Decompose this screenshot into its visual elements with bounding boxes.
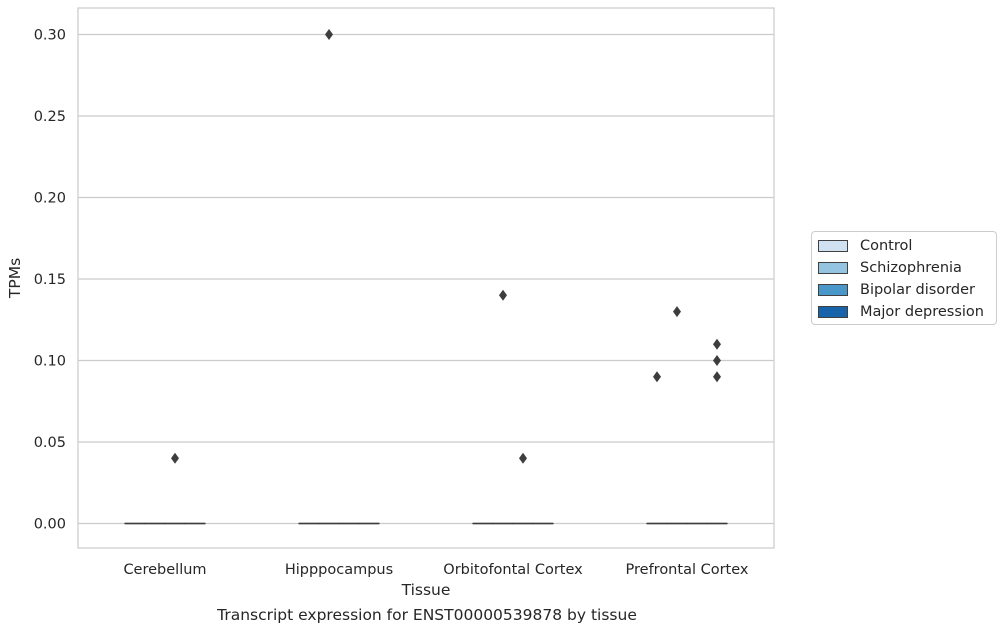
x-axis-label: Tissue xyxy=(401,581,451,599)
legend-item-bipolar-disorder: Bipolar disorder xyxy=(818,280,975,300)
outlier-point xyxy=(325,29,333,40)
legend-label-control: Control xyxy=(860,238,913,254)
plot-frame xyxy=(77,7,775,549)
legend-swatch-bipolar-disorder xyxy=(818,284,848,296)
outlier-point xyxy=(499,289,507,301)
y-tick-label: 0.15 xyxy=(34,272,66,288)
y-tick-label: 0.10 xyxy=(34,354,66,370)
y-tick-label: 0.30 xyxy=(34,28,66,44)
outlier-point xyxy=(713,338,721,350)
x-tick-label: Hipppocampus xyxy=(285,562,393,578)
x-tick-label: Orbitofontal Cortex xyxy=(443,562,583,578)
outlier-point xyxy=(673,306,681,318)
legend-item-major-depression: Major depression xyxy=(818,302,984,322)
x-tick-label: Prefrontal Cortex xyxy=(626,562,749,578)
outlier-point xyxy=(519,452,527,464)
legend-item-schizophrenia: Schizophrenia xyxy=(818,258,962,278)
legend: Control Schizophrenia Bipolar disorder M… xyxy=(811,231,997,325)
y-tick-labels: 0.00 0.05 0.10 0.15 0.20 0.25 0.30 xyxy=(34,28,66,533)
x-tick-labels: Cerebellum Hipppocampus Orbitofontal Corte… xyxy=(123,562,748,578)
y-tick-label: 0.00 xyxy=(34,517,66,533)
legend-label-bipolar-disorder: Bipolar disorder xyxy=(860,282,975,298)
y-axis-label: TPMs xyxy=(6,258,24,299)
outlier-point xyxy=(713,355,721,366)
legend-swatch-major-depression xyxy=(818,306,848,318)
legend-swatch-schizophrenia xyxy=(818,262,848,274)
outliers-layer xyxy=(171,29,721,464)
y-tick-label: 0.20 xyxy=(34,191,66,207)
x-tick-label: Cerebellum xyxy=(123,562,206,578)
legend-label-schizophrenia: Schizophrenia xyxy=(860,260,962,276)
outlier-point xyxy=(653,371,661,383)
legend-item-control: Control xyxy=(818,236,912,256)
y-tick-label: 0.05 xyxy=(34,435,66,451)
legend-swatch-control xyxy=(818,240,848,252)
legend-label-major-depression: Major depression xyxy=(860,304,984,320)
y-tick-label: 0.25 xyxy=(34,109,66,125)
figure-caption: Transcript expression for ENST0000053987… xyxy=(217,606,637,624)
outlier-point xyxy=(713,371,721,383)
outlier-point xyxy=(171,452,179,464)
gridlines xyxy=(78,33,774,525)
